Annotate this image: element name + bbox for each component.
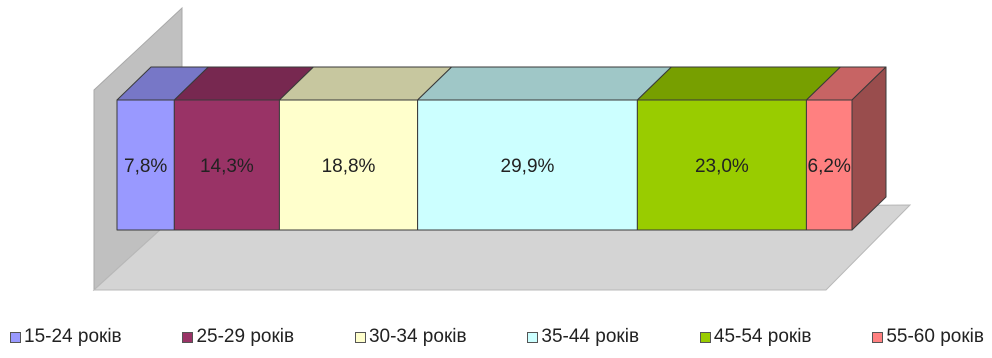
legend-label: 45-54 років xyxy=(713,326,812,347)
legend-item: 25-29 років xyxy=(182,326,294,348)
bar-segment xyxy=(805,99,853,231)
data-labels: 7,8% 14,3% 18,8% 29,9% 23,0% 6,2% xyxy=(124,156,851,177)
bar-top-face xyxy=(636,66,841,101)
data-label: 23,0% xyxy=(695,156,749,177)
legend-swatch xyxy=(527,331,539,343)
legend-label: 55-60 років xyxy=(886,326,984,347)
legend-swatch xyxy=(699,331,711,343)
legend-label: 30-34 років xyxy=(368,326,467,347)
legend-item: 35-44 років xyxy=(527,326,639,348)
legend-label: 15-24 років xyxy=(24,326,122,347)
legend-label: 25-29 років xyxy=(196,326,295,347)
legend-label: 35-44 років xyxy=(541,326,640,347)
data-label: 7,8% xyxy=(124,156,167,177)
legend-swatch xyxy=(10,331,21,343)
legend-item: 55-60 років xyxy=(872,326,984,348)
legend-item: 45-54 років xyxy=(699,326,812,348)
data-label: 14,3% xyxy=(200,156,254,177)
legend: 15-24 років 25-29 років 30-34 років 35-4… xyxy=(0,322,992,352)
legend-item: 15-24 років xyxy=(10,326,122,348)
data-label: 6,2% xyxy=(808,156,851,177)
legend-swatch xyxy=(872,331,884,343)
bar-top-face xyxy=(417,66,672,101)
legend-swatch xyxy=(354,331,366,343)
legend-item: 30-34 років xyxy=(354,326,467,348)
bar-segments xyxy=(116,66,887,231)
data-label: 18,8% xyxy=(322,156,376,177)
stacked-bar-chart: 7,8% 14,3% 18,8% 29,9% 23,0% 6,2% xyxy=(92,6,912,292)
data-label: 29,9% xyxy=(501,156,555,177)
legend-swatch xyxy=(182,331,194,343)
